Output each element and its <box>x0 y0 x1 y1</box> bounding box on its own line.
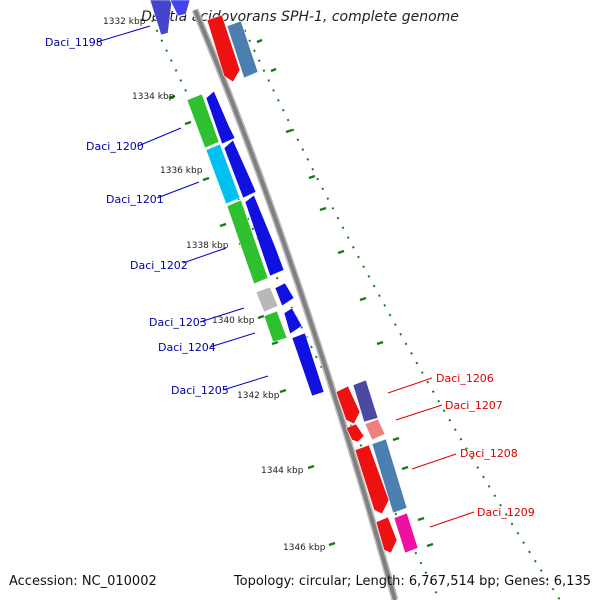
gene-label-forward[interactable]: Daci_1209 <box>477 506 535 519</box>
gene-label-reverse[interactable]: Daci_1203 <box>149 316 207 329</box>
kbp-label: 1342 kbp <box>237 391 280 401</box>
gene-daci-1200-blue[interactable] <box>205 90 236 145</box>
outer-dotted-track <box>239 19 561 600</box>
gene-daci-1207-pink[interactable] <box>364 418 386 441</box>
gene-daci-1208-steelblue[interactable] <box>371 438 408 514</box>
gene-daci-1209-red[interactable] <box>375 516 398 554</box>
forward-gene-labels: Daci_1206 Daci_1207 Daci_1208 Daci_1209 <box>436 372 535 519</box>
gene-daci-1202-blue[interactable] <box>244 194 285 277</box>
gene-daci-1202-green[interactable] <box>226 199 269 285</box>
gene-daci-1203-gray[interactable] <box>255 286 279 313</box>
kbp-label: 1338 kbp <box>186 241 229 251</box>
gene-label-forward[interactable]: Daci_1207 <box>445 399 503 412</box>
reverse-label-connectors <box>96 25 269 391</box>
gene-daci-1199-rect[interactable] <box>169 0 191 17</box>
kbp-label: 1332 kbp <box>103 17 146 27</box>
gene-daci-1201-cyan[interactable] <box>205 143 241 205</box>
gene-daci-1200-green[interactable] <box>186 93 220 149</box>
gene-label-forward[interactable]: Daci_1206 <box>436 372 494 385</box>
kbp-label: 1346 kbp <box>283 543 326 553</box>
gene-daci-1198-rect[interactable] <box>149 0 173 36</box>
outer-tick-marks <box>256 38 434 548</box>
genome-summary-text: Topology: circular; Length: 6,767,514 bp… <box>233 574 591 589</box>
gene-daci-1208-red[interactable] <box>354 444 390 515</box>
gene-label-reverse[interactable]: Daci_1205 <box>171 384 229 397</box>
gene-top-red[interactable] <box>206 14 241 83</box>
kbp-labels: 1332 kbp 1334 kbp 1336 kbp 1338 kbp 1340… <box>103 17 326 553</box>
gene-label-reverse[interactable]: Daci_1200 <box>86 140 144 153</box>
reverse-gene-labels: Daci_1198 Daci_1200 Daci_1201 Daci_1202 … <box>45 36 229 397</box>
gene-daci-1209-magenta[interactable] <box>393 512 419 554</box>
kbp-label: 1336 kbp <box>160 166 203 176</box>
kbp-label: 1334 kbp <box>132 92 175 102</box>
gene-label-reverse[interactable]: Daci_1204 <box>158 341 216 354</box>
genome-backbone <box>191 8 399 600</box>
gene-label-reverse[interactable]: Daci_1201 <box>106 193 164 206</box>
gene-daci-1206-red[interactable] <box>335 385 361 425</box>
gene-daci-1203-blue[interactable] <box>274 282 295 307</box>
gene-daci-1201-blue[interactable] <box>223 139 257 199</box>
reverse-strand-genes <box>149 0 325 397</box>
gene-daci-1207-red[interactable] <box>345 423 365 443</box>
gene-label-reverse[interactable]: Daci_1202 <box>130 259 188 272</box>
inner-tick-marks <box>159 20 336 547</box>
forward-label-connectors <box>387 377 475 528</box>
kbp-label: 1344 kbp <box>261 466 304 476</box>
gene-daci-1206-purple[interactable] <box>352 379 379 423</box>
kbp-label: 1340 kbp <box>212 316 255 326</box>
gene-label-reverse[interactable]: Daci_1198 <box>45 36 103 49</box>
gene-top-steelblue[interactable] <box>226 20 259 79</box>
forward-strand-genes <box>206 14 419 554</box>
gene-daci-1204-green[interactable] <box>263 310 288 343</box>
gene-label-forward[interactable]: Daci_1208 <box>460 447 518 460</box>
accession-text: Accession: NC_010002 <box>9 574 157 589</box>
gene-daci-1204-blue[interactable] <box>283 307 303 335</box>
gene-daci-1205-blue[interactable] <box>291 332 325 397</box>
